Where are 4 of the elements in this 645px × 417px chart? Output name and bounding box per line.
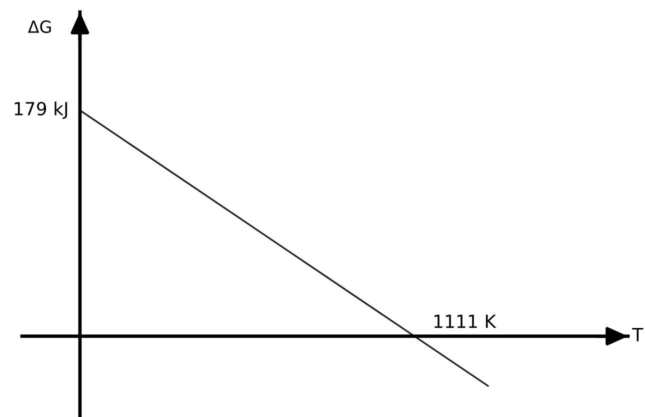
y-axis-title: ΔG bbox=[28, 20, 51, 34]
annotation: 1111 K bbox=[434, 314, 496, 328]
x-axis-title: T bbox=[632, 328, 644, 342]
annotation: 179 kJ bbox=[14, 102, 68, 119]
